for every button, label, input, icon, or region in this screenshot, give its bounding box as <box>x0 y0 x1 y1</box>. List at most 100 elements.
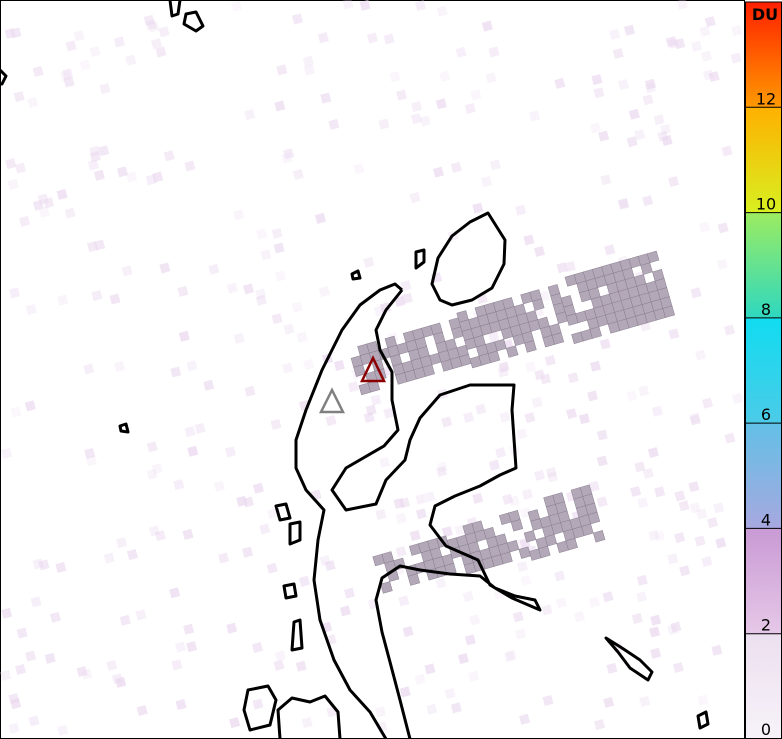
background-cell <box>485 72 497 84</box>
background-cell <box>333 359 345 371</box>
background-cell <box>15 162 27 174</box>
background-cell <box>116 537 128 549</box>
colorbar-segment <box>745 317 782 424</box>
background-cell <box>488 331 500 343</box>
background-cell <box>488 46 500 58</box>
background-cell <box>0 669 12 681</box>
background-cell <box>76 666 88 678</box>
background-cell <box>667 553 679 565</box>
background-cell <box>244 385 256 397</box>
plume-cell <box>544 534 558 547</box>
background-cell <box>252 482 264 494</box>
background-cell <box>636 574 648 586</box>
background-cell <box>125 54 137 66</box>
background-cell <box>136 704 148 717</box>
colorbar-segment <box>745 107 782 214</box>
background-cell <box>454 524 466 536</box>
background-cell <box>436 5 448 17</box>
background-cell <box>711 644 723 656</box>
background-cell <box>415 493 427 505</box>
volcano-marker-other[interactable] <box>318 387 346 414</box>
background-cell <box>291 301 303 313</box>
background-cell <box>73 30 85 42</box>
background-cell <box>668 175 680 188</box>
background-cell <box>469 614 481 626</box>
background-cell <box>106 659 118 671</box>
background-cell <box>152 171 164 183</box>
background-cell <box>171 659 183 671</box>
volcano-marker-active[interactable] <box>360 355 386 383</box>
plume-cell <box>422 364 435 377</box>
background-cell <box>564 261 576 273</box>
colorbar-tick-label: 4 <box>761 510 771 529</box>
background-cell <box>676 0 688 10</box>
background-cell <box>65 40 77 52</box>
plume-cell <box>487 350 501 364</box>
background-cell <box>462 591 474 603</box>
colorbar-tick-label: 0 <box>761 720 771 739</box>
background-cell <box>593 719 605 731</box>
colorbar-segment <box>745 2 782 108</box>
background-cell <box>378 118 390 130</box>
background-cell <box>450 702 462 714</box>
background-cell <box>481 20 493 32</box>
background-cell <box>119 614 131 626</box>
background-cell <box>531 396 543 408</box>
background-cell <box>516 428 528 440</box>
plume-cell <box>565 537 578 551</box>
background-cell <box>37 193 49 205</box>
background-cell <box>688 481 700 493</box>
plume-cell <box>592 530 606 543</box>
background-cell <box>489 159 501 171</box>
background-cell <box>623 24 635 36</box>
background-cell <box>283 148 295 160</box>
background-cell <box>715 537 727 549</box>
background-cell <box>642 195 654 207</box>
background-cell <box>38 559 50 571</box>
background-cell <box>379 456 391 468</box>
background-cell <box>15 663 27 676</box>
background-cell <box>187 445 199 457</box>
background-cell <box>175 699 187 711</box>
background-cell <box>231 0 243 12</box>
background-cell <box>534 369 546 381</box>
background-cell <box>665 36 677 48</box>
background-cell <box>363 256 375 268</box>
island-small <box>118 422 130 434</box>
background-cell <box>1 447 13 459</box>
plume-cell <box>524 340 537 353</box>
background-cell <box>634 129 646 141</box>
background-cell <box>649 626 661 638</box>
background-cell <box>436 466 448 478</box>
background-cell <box>374 706 386 718</box>
background-cell <box>301 716 313 729</box>
background-cell <box>704 16 716 28</box>
background-cell <box>282 362 294 374</box>
background-cell <box>103 552 115 564</box>
background-cell <box>259 523 271 535</box>
background-cell <box>696 508 708 520</box>
background-cell <box>701 556 713 568</box>
background-cell <box>589 360 601 372</box>
background-cell <box>398 595 410 607</box>
plume-cell <box>506 539 520 553</box>
plume-cell <box>587 511 601 525</box>
background-cell <box>690 287 702 299</box>
background-cell <box>27 96 39 108</box>
background-cell <box>363 411 375 423</box>
background-cell <box>554 570 566 582</box>
plume-cell <box>532 298 545 311</box>
background-cell <box>554 77 566 89</box>
island-small <box>242 684 278 732</box>
background-cell <box>668 328 680 340</box>
background-cell <box>648 529 660 541</box>
background-cell <box>495 447 507 459</box>
background-cell <box>63 76 75 88</box>
background-cell <box>596 455 608 467</box>
background-cell <box>450 161 462 173</box>
background-cell <box>89 46 101 58</box>
background-cell <box>116 166 128 178</box>
island-small <box>282 582 298 600</box>
background-cell <box>324 560 336 572</box>
background-cell <box>28 715 40 727</box>
